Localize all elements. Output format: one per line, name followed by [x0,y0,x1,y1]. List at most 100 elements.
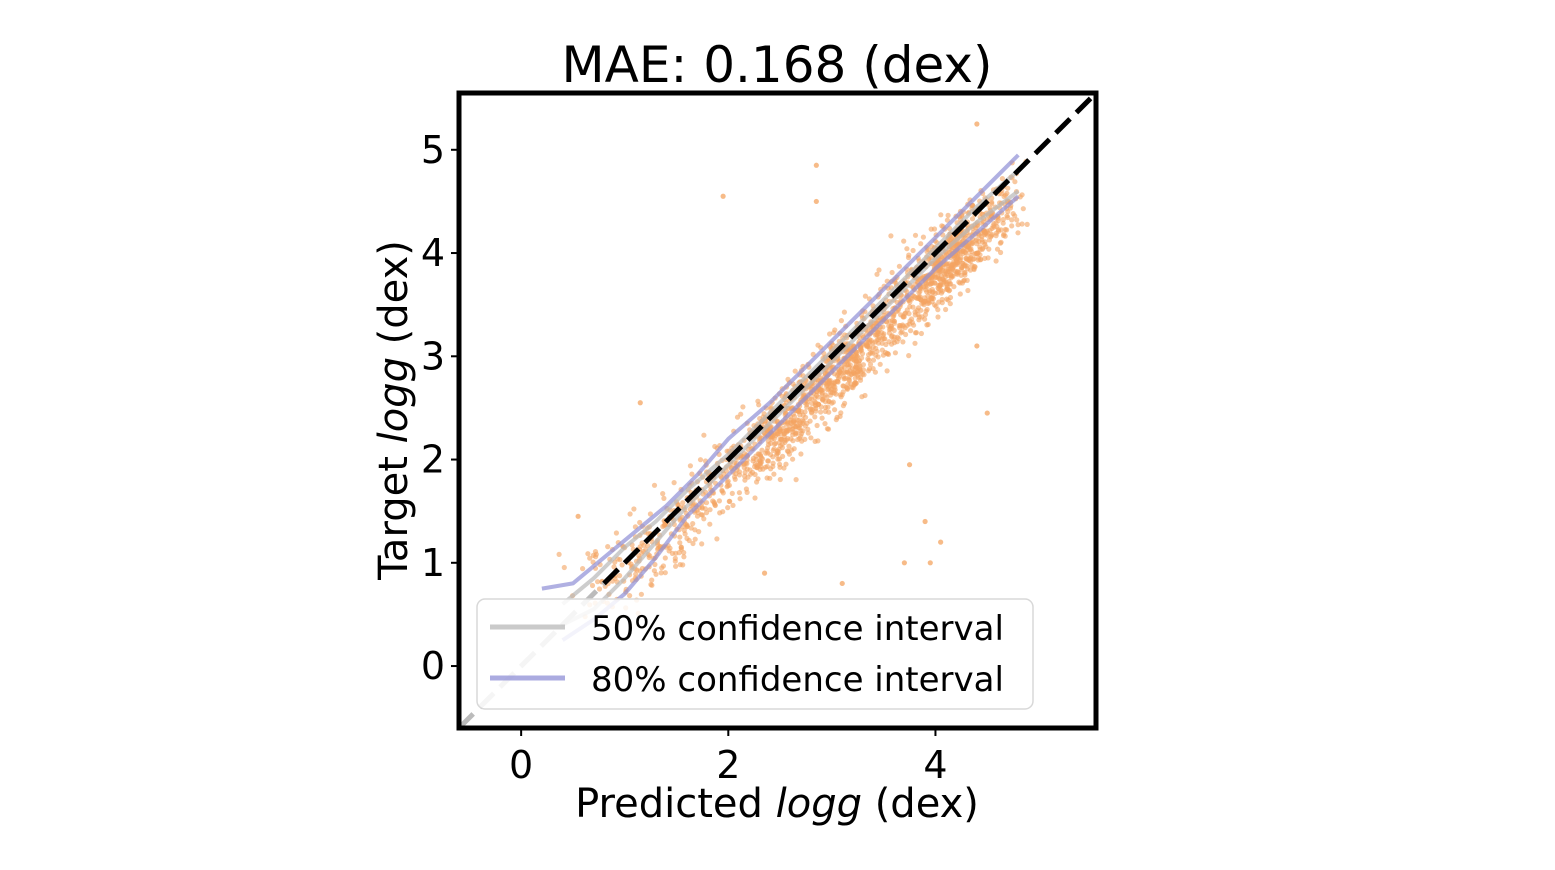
scatter-point [1004,213,1010,219]
scatter-point [627,511,633,517]
scatter-point [687,463,694,469]
scatter-point [943,271,950,277]
scatter-point [771,471,777,477]
scatter-point [860,367,867,373]
plot-frame [456,90,1099,731]
scatter-point [838,370,844,376]
scatter-point [903,331,909,338]
scatter-point [556,551,562,558]
scatter-point [1000,232,1007,239]
scatter-point [712,443,718,450]
scatter-point-outlier [637,400,643,406]
scatter-point [770,447,776,453]
scatter-point [1024,221,1030,227]
scatter-point [902,311,908,317]
scatter-point [690,540,696,547]
scatter-point [699,541,705,547]
scatter-point [993,220,999,226]
scatter-point [1002,192,1009,198]
scatter-point [703,510,710,516]
scatter-point [963,255,969,262]
scatter-point [659,565,665,571]
scatter-point [747,467,753,473]
scatter-point [758,455,765,461]
scatter-point [802,409,808,415]
scatter-point [999,176,1006,182]
scatter-point [637,519,643,526]
scatter-point [803,414,809,420]
scatter-point [948,275,954,281]
scatter-point [900,322,906,328]
scatter-point [913,330,920,336]
scatter-point [939,288,946,294]
scatter-point [645,542,651,549]
scatter-point [916,317,922,323]
scatter-point [964,277,970,283]
scatter-point-outlier [575,513,581,519]
scatter-point [958,272,964,278]
scatter-point [697,457,704,463]
scatter-point [874,332,880,338]
scatter-point [802,423,808,429]
scatter-point-outlier [906,462,913,468]
scatter-point [876,267,882,273]
scatter-point [935,289,941,296]
scatter-point [912,232,919,238]
x-axis-label: Predicted logg (dex) [575,781,979,827]
scatter-point [860,371,866,377]
scatter-point [875,354,881,360]
scatter-point [852,371,858,377]
scatter-point [993,258,999,264]
scatter-point [750,455,757,462]
scatter-point [703,500,710,506]
scatter-point [900,339,906,345]
scatter-point [966,245,972,251]
scatter-point [944,217,951,223]
scatter-point [595,579,601,585]
scatter-point [967,267,974,273]
scatter-point [872,369,879,375]
scatter-point [841,309,848,315]
scatter-point [561,564,567,571]
scatter-point [896,263,903,269]
scatter-point [737,496,743,502]
legend-label-ci80: 80% confidence interval [591,660,1004,700]
scatter-point [740,404,746,410]
scatter-point [973,238,979,244]
scatter-point [879,336,885,342]
scatter-point [988,234,994,240]
scatter-point [937,284,943,290]
scatter-point-outlier [938,539,944,545]
scatter-point [647,553,653,559]
scatter-point [862,293,869,299]
scatter-point [690,521,696,527]
scatter-point [920,234,927,240]
scatter-point [812,414,818,420]
x-tick-label: 4 [923,743,947,787]
scatter-point [946,278,952,285]
scatter-point [841,383,847,389]
scatter-point [587,555,593,561]
scatter-point [904,246,910,252]
scatter-point [856,358,863,364]
scatter-point [929,279,935,285]
scatter-point [781,465,787,471]
scatter-point [937,277,943,283]
scatter-point [884,368,890,374]
scatter-point [580,566,586,572]
scatter-point [759,447,765,453]
scatter-point [826,409,832,415]
scatter-point [631,506,637,512]
scatter-point [824,394,830,400]
scatter-point [660,491,666,497]
ci50-lower-line [561,189,1020,627]
scatter-point [849,384,855,390]
scatter-point [627,593,633,599]
scatter-point [791,418,797,424]
scatter-point [822,404,829,410]
scatter-point-outlier [720,193,726,199]
scatter-point [805,430,811,436]
scatter-point [793,477,799,483]
scatter-point [684,523,690,529]
scatter-point [1009,217,1015,223]
